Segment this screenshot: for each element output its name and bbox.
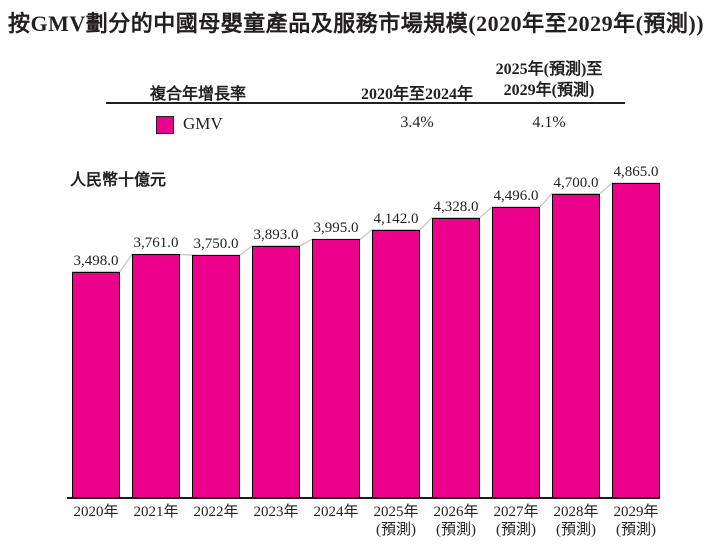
x-tick-year-2020: 2020年 (73, 504, 119, 520)
x-tick-2029: 2029年 (預測) (591, 503, 681, 539)
gmv-bar-2025 (372, 229, 420, 498)
x-tick-2025: 2025年 (預測) (351, 503, 441, 539)
bar-value-label-2023: 3,893.0 (253, 226, 299, 243)
x-axis-line (67, 497, 660, 499)
y-axis-unit-label: 人民幣十億元 (70, 172, 167, 189)
x-tick-2028: 2028年 (預測) (531, 503, 621, 539)
gmv-legend-swatch (156, 116, 174, 134)
x-tick-year-2022: 2022年 (193, 504, 239, 520)
x-tick-year-2026: 2026年 (433, 504, 479, 520)
x-tick-year-2024: 2024年 (313, 504, 359, 520)
gmv-bar-2026 (432, 217, 480, 498)
x-tick-year-2023: 2023年 (253, 504, 299, 520)
gmv-bar-2029 (612, 183, 660, 498)
bar-value-label-2028: 4,700.0 (553, 174, 599, 191)
x-tick-2023: 2023年 (231, 503, 321, 521)
bar-value-label-2025: 4,142.0 (373, 210, 419, 227)
x-tick-2022: 2022年 (171, 503, 261, 521)
legend-header-cagr: 複合年增長率 (150, 86, 247, 103)
bar-value-label-2026: 4,328.0 (433, 198, 479, 215)
gmv-bar-2021 (132, 254, 180, 498)
legend-header-period2: 2025年(預測)至 2029年(預測) (463, 59, 635, 101)
x-axis-labels: 2020年 2021年 2022年 2023年 2024年 2025年 (預測) 2026年 (… (68, 503, 660, 543)
x-tick-forecast-note-2026: (預測) (436, 522, 476, 538)
x-tick-year-2027: 2027年 (493, 504, 539, 520)
x-tick-forecast-note-2028: (預測) (556, 522, 596, 538)
gmv-bar-2022 (192, 255, 240, 498)
bar-value-label-2024: 3,995.0 (313, 220, 359, 237)
x-tick-2021: 2021年 (111, 503, 201, 521)
gmv-bar-2024 (312, 239, 360, 498)
gmv-bar-2020 (72, 271, 120, 498)
x-tick-year-2021: 2021年 (133, 504, 179, 520)
x-tick-forecast-note-2029: (預測) (616, 522, 656, 538)
bar-value-label-2020: 3,498.0 (73, 252, 119, 269)
bar-value-label-2022: 3,750.0 (193, 236, 239, 253)
gmv-bar-2028 (552, 193, 600, 498)
plot-area: 3,498.0 3,761.0 3,750.0 3,893.0 3,995.0 4,142… (68, 158, 660, 498)
x-tick-forecast-note-2025: (預測) (376, 522, 416, 538)
cagr-value-period1: 3.4% (400, 114, 434, 131)
legend-header-period2-line1: 2025年(預測)至 (495, 61, 603, 78)
legend-header-period2-line2: 2029年(預測) (503, 82, 595, 99)
legend-header-period1: 2020年至2024年 (360, 86, 473, 103)
x-tick-2024: 2024年 (291, 503, 381, 521)
bar-value-label-2021: 3,761.0 (133, 235, 179, 252)
x-tick-2020: 2020年 (51, 503, 141, 521)
x-tick-year-2028: 2028年 (553, 504, 599, 520)
cagr-value-period2: 4.1% (532, 114, 566, 131)
x-tick-2026: 2026年 (預測) (411, 503, 501, 539)
gmv-legend-label: GMV (183, 114, 223, 133)
trend-connector-line (72, 182, 660, 273)
x-tick-forecast-note-2027: (預測) (496, 522, 536, 538)
bar-value-label-2029: 4,865.0 (613, 164, 659, 180)
x-tick-2027: 2027年 (預測) (471, 503, 561, 539)
x-tick-year-2025: 2025年 (373, 504, 419, 520)
gmv-bar-2023 (252, 245, 300, 498)
bar-value-label-2027: 4,496.0 (493, 187, 539, 204)
legend-divider-line (106, 102, 625, 104)
gmv-bar-2027 (492, 206, 540, 498)
x-tick-year-2029: 2029年 (613, 504, 659, 520)
chart-title: 按GMV劃分的中國母嬰童產品及服務市場規模(2020年至2029年(預測)) (8, 11, 705, 36)
